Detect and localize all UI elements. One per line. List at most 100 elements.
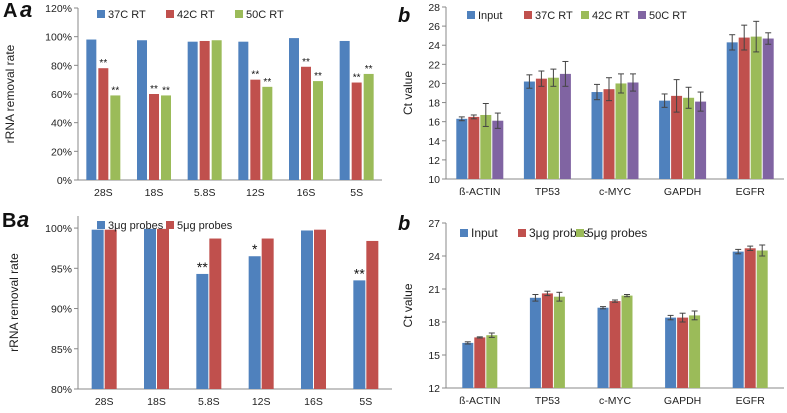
category-label: EGFR xyxy=(736,395,766,407)
significance-mark: ** xyxy=(354,265,365,281)
y-tick-label: 21 xyxy=(428,284,440,296)
significance-mark: ** xyxy=(353,73,361,84)
y-tick-label: 60% xyxy=(51,89,72,101)
legend-label: 3μg probes xyxy=(529,226,589,240)
y-tick-label: 85% xyxy=(51,344,72,356)
y-tick-label: 27 xyxy=(428,218,440,230)
bar xyxy=(762,38,774,180)
bar xyxy=(104,229,117,389)
y-tick-label: 90% xyxy=(51,304,72,316)
y-tick-label: 18 xyxy=(428,98,440,110)
y-tick-label: 120% xyxy=(45,3,72,15)
category-label: 5S xyxy=(359,396,372,408)
category-label: 16S xyxy=(304,396,323,408)
category-label: 18S xyxy=(145,187,164,199)
bar xyxy=(314,229,326,389)
bar xyxy=(486,335,498,388)
category-label: TP53 xyxy=(535,186,560,198)
legend-swatch xyxy=(638,11,646,19)
y-axis-label: rRNA removal rate xyxy=(7,253,21,352)
legend-swatch xyxy=(581,11,589,19)
bar xyxy=(289,38,299,180)
significance-mark: ** xyxy=(150,84,158,95)
bar xyxy=(363,73,374,180)
y-tick-label: 18 xyxy=(428,317,440,329)
significance-mark: ** xyxy=(263,77,271,88)
significance-mark: ** xyxy=(251,70,259,81)
bar xyxy=(615,83,627,179)
category-label: c-MYC xyxy=(599,186,631,198)
legend-swatch xyxy=(97,221,105,229)
bar xyxy=(659,100,671,179)
bar xyxy=(756,250,768,388)
bar xyxy=(553,296,565,388)
category-label: 18S xyxy=(147,396,166,408)
legend-label: 42C RT xyxy=(592,10,630,22)
legend-swatch xyxy=(467,11,475,19)
category-label: 5S xyxy=(350,187,363,199)
significance-mark: ** xyxy=(111,85,119,96)
bar xyxy=(301,230,313,389)
bar xyxy=(199,40,210,180)
category-label: ß-ACTIN xyxy=(459,395,500,407)
bar xyxy=(541,293,553,388)
y-axis-label: Ct value xyxy=(401,71,415,115)
bar xyxy=(695,101,707,179)
y-tick-label: 20 xyxy=(428,78,440,90)
legend-label: 50C RT xyxy=(649,10,687,22)
category-label: 12S xyxy=(252,396,271,408)
bar xyxy=(665,317,677,388)
bar xyxy=(671,95,683,179)
bar xyxy=(689,315,701,388)
y-tick-label: 95% xyxy=(51,263,72,275)
bar xyxy=(187,41,198,180)
bar xyxy=(86,39,97,181)
bar xyxy=(366,240,379,389)
legend-label: 42C RT xyxy=(177,9,215,21)
bar xyxy=(261,238,274,389)
category-label: 28S xyxy=(94,187,113,199)
bar xyxy=(137,40,147,180)
y-axis-label: rRNA removal rate xyxy=(3,44,17,143)
y-tick-label: 80% xyxy=(51,60,72,72)
category-label: 5.8S xyxy=(198,396,220,408)
category-label: EGFR xyxy=(736,186,766,198)
legend-label: 3μg probes xyxy=(108,220,164,232)
bar xyxy=(313,81,323,180)
bar xyxy=(98,68,109,180)
bar xyxy=(238,41,249,180)
bar xyxy=(750,36,762,179)
bar xyxy=(144,228,156,389)
y-tick-label: 16 xyxy=(428,117,440,129)
chart-Ba: 80% 85% 90% 95% 100% rRNA removal rate 28S 18S *… xyxy=(7,216,392,408)
significance-mark: ** xyxy=(197,259,208,275)
significance-mark: ** xyxy=(365,64,373,75)
bar xyxy=(149,94,159,180)
bar xyxy=(250,79,261,180)
panel-label-A-b: b xyxy=(398,5,410,27)
bar xyxy=(209,238,222,389)
bar xyxy=(339,40,350,180)
bar xyxy=(353,280,366,389)
y-tick-label: 15 xyxy=(428,350,440,362)
legend-swatch xyxy=(166,10,174,18)
bar xyxy=(211,40,222,180)
significance-mark: ** xyxy=(314,71,322,82)
y-tick-label: 0% xyxy=(57,175,72,187)
bar xyxy=(492,120,504,179)
panel-label-B-a: a xyxy=(17,207,29,232)
y-tick-label: 28 xyxy=(428,2,440,14)
bar xyxy=(351,82,362,180)
y-tick-label: 100% xyxy=(45,32,72,44)
bar xyxy=(161,95,171,180)
bar xyxy=(597,307,609,388)
legend-label: 50C RT xyxy=(246,9,284,21)
legend-swatch xyxy=(166,221,174,229)
significance-mark: * xyxy=(252,241,258,257)
panel-label-B-b: b xyxy=(398,213,410,235)
bar xyxy=(262,86,273,180)
category-label: c-MYC xyxy=(599,395,631,407)
bar xyxy=(732,251,744,388)
legend-swatch xyxy=(460,229,468,237)
chart-Bb: 12 15 18 21 24 27 Ct value ß-ACTIN TP53 c-MYC GAPD… xyxy=(401,218,784,407)
